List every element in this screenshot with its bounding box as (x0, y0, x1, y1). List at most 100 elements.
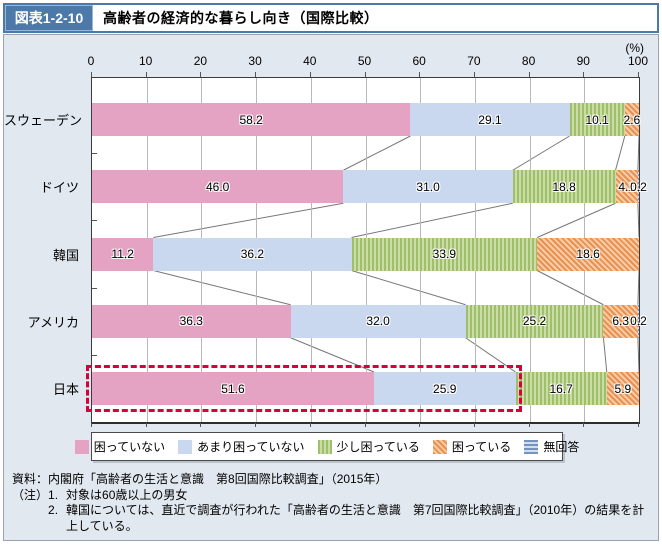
bar-value-label: 0.2 (630, 179, 647, 194)
bar-value-label: 18.6 (576, 247, 600, 261)
category-label: ドイツ (39, 180, 79, 196)
bar-segment: 18.6 (537, 237, 640, 271)
notes: 資料： 内閣府「高齢者の生活と意識 第8回国際比較調査」（2015年） （注） … (12, 472, 652, 534)
bar-value-label: 0.2 (630, 314, 647, 329)
legend-item: 無回答 (524, 438, 579, 455)
x-tick-label: 30 (248, 54, 262, 68)
figure-header: 図表1-2-10 高齢者の経済的な暮らし向き（国際比較） (3, 3, 659, 33)
x-tick-label: 80 (521, 54, 536, 68)
note-number: 1. (48, 487, 59, 502)
axis-unit-label: (%) (625, 41, 644, 55)
x-tick-mark (364, 72, 366, 77)
x-tick-mark (528, 72, 530, 77)
x-tick-label: 0 (87, 54, 95, 68)
x-tick-mark (419, 72, 421, 77)
plot-area: 58.2 29.1 10.1 2.6 46.0 31.0 18.8 4.1 0.2 11.2 36.… (86, 77, 647, 424)
bar-value-label: 6.3 (612, 314, 630, 329)
x-tick-label: 40 (303, 54, 317, 68)
bar-segment: 58.2 (92, 103, 411, 136)
bar-value-label: 10.1 (585, 112, 609, 127)
x-tick-mark (255, 72, 257, 77)
bar-segment: 31.0 (343, 170, 513, 204)
bar-segment: 5.9 (606, 372, 639, 405)
legend-label: 困っていない (93, 440, 166, 454)
bar-value-label: 18.8 (552, 179, 576, 194)
bar-row: 36.3 32.0 25.2 6.3 0.2 (92, 304, 647, 338)
bar-value-label: 4.1 (618, 179, 636, 194)
bar-value-label: 2.6 (623, 112, 641, 127)
x-tick-label: 100 (627, 54, 649, 68)
bar-segment: 32.0 (290, 304, 466, 338)
x-tick-label: 20 (193, 54, 208, 68)
legend-label: 困っている (451, 440, 512, 454)
x-tick-mark (255, 423, 257, 427)
category-label: スウェーデン (4, 113, 83, 128)
x-tick-mark (309, 72, 311, 77)
legend-swatch-blue (178, 439, 193, 454)
legend-label: 無回答 (543, 440, 580, 454)
x-tick-mark (364, 423, 366, 427)
note-text: 韓国については、直近で調査が行われた「高齢者の生活と意識 第7回国際比較調査」（… (66, 503, 645, 533)
figure-number-badge: 図表1-2-10 (5, 5, 93, 31)
chart-panel: (%) 0 10 20 30 40 50 60 70 80 90 100 スウェーデン ドイツ 韓国 アメ… (3, 34, 659, 541)
bar-value-label: 5.9 (614, 381, 632, 396)
bar-row: 51.6 25.9 16.7 5.9 (92, 372, 639, 405)
bar-segment: 16.7 (515, 372, 607, 405)
x-tick-mark (91, 72, 92, 77)
category-labels: スウェーデン ドイツ 韓国 アメリカ 日本 (4, 77, 85, 421)
note-item: 2. 韓国については、直近で調査が行われた「高齢者の生活と意識 第7回国際比較調… (48, 503, 652, 534)
bar-segment: 4.1 (615, 170, 638, 204)
x-tick-mark (419, 423, 421, 427)
bar-segment: 33.9 (351, 237, 538, 271)
note-item: 1. 対象は60歳以上の男女 (48, 488, 652, 504)
note-text: 対象は60歳以上の男女 (66, 487, 188, 502)
category-label: 日本 (52, 382, 79, 397)
bar-segment: 6.3 (603, 304, 638, 338)
note-label: （注） (12, 487, 49, 502)
bar-value-label: 51.6 (221, 381, 245, 396)
x-tick-label: 90 (576, 54, 590, 68)
legend-swatch-navy-stripe (524, 439, 539, 454)
bar-segment: 0.2 (630, 170, 647, 204)
bar-segment: 18.8 (512, 170, 616, 204)
bar-segment: 36.3 (92, 304, 291, 338)
figure-title: 高齢者の経済的な暮らし向き（国際比較） (103, 10, 379, 26)
legend: 困っていない あまり困っていない 少し困っている 困っている 無回答 (74, 432, 579, 461)
bar-value-label: 32.0 (366, 314, 390, 329)
y-tick-mark (92, 220, 97, 222)
bar-value-label: 58.2 (239, 112, 263, 127)
legend-label: 少し困っている (336, 440, 420, 454)
x-tick-mark (309, 423, 311, 427)
highlight-box (86, 365, 522, 412)
bar-segment: 36.2 (153, 237, 352, 271)
x-tick-label: 50 (357, 54, 372, 68)
x-tick-mark (583, 423, 585, 427)
bar-segment: 29.1 (410, 103, 570, 136)
legend-item: 困っている (432, 438, 512, 455)
bar-segment: 25.2 (465, 304, 604, 338)
legend-swatch-green-stripe (317, 439, 332, 454)
x-tick-mark (528, 423, 530, 427)
legend-item: あまり困っていない (178, 438, 305, 455)
legend-swatch-orange-stripe (432, 439, 447, 454)
y-tick-mark (92, 287, 97, 289)
x-tick-mark (473, 423, 475, 427)
x-tick-label: 60 (412, 54, 426, 68)
bar-segment: 46.0 (92, 170, 344, 204)
category-label: アメリカ (27, 314, 79, 330)
x-tick-mark (145, 423, 147, 427)
y-tick-mark (92, 354, 97, 356)
bar-row: 11.2 36.2 33.9 18.6 (92, 237, 640, 271)
x-tick-mark (145, 72, 147, 77)
x-tick-mark (583, 72, 585, 77)
bar-value-label: 36.2 (240, 247, 265, 261)
bar-segment: 0.2 (630, 304, 647, 338)
bar-segment: 51.6 (92, 372, 374, 405)
source-text: 内閣府「高齢者の生活と意識 第8回国際比較調査」（2015年） (48, 472, 388, 486)
x-tick-label: 70 (467, 54, 481, 68)
x-tick-mark (638, 423, 639, 427)
legend-label: あまり困っていない (197, 440, 305, 454)
x-tick-label: 10 (139, 54, 153, 68)
legend-item: 少し困っている (317, 438, 420, 455)
